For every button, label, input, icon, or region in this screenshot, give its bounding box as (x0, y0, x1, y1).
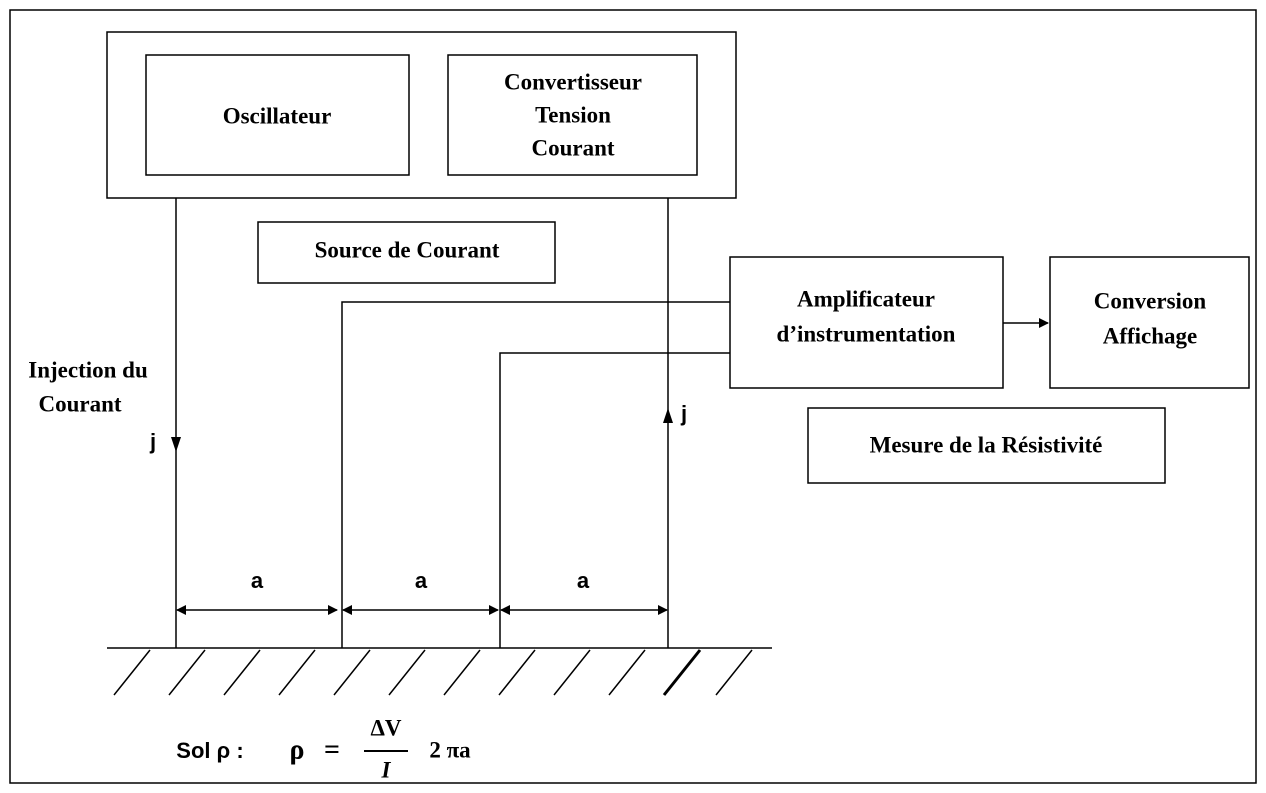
measurement-box (807, 407, 1166, 484)
current-source-box (257, 221, 556, 284)
oscillator-box (145, 54, 410, 176)
block-label: Conversion (1094, 288, 1207, 313)
spacing-label: a (415, 568, 428, 593)
display-box (1049, 256, 1250, 389)
injection-label: Injection du (28, 357, 148, 382)
spacing-label: a (251, 568, 264, 593)
block-label: Convertisseur (504, 69, 642, 94)
formula: ΔV (370, 715, 401, 740)
block-label: Tension (535, 102, 611, 127)
block-label: Courant (531, 135, 614, 160)
electrode (499, 352, 730, 648)
formula: I (381, 757, 392, 782)
current-label: j (680, 401, 687, 426)
injection-label: Courant (38, 391, 121, 416)
electrode (341, 301, 730, 648)
block-label: d’instrumentation (777, 321, 956, 346)
block-label: Oscillateur (223, 103, 332, 128)
formula: 2 πa (429, 737, 471, 762)
block-label: Source de Courant (315, 237, 500, 262)
current-arrow (663, 408, 673, 423)
formula: = (324, 734, 340, 765)
soil-label: Sol ρ : (176, 738, 243, 763)
converter-box (447, 54, 698, 176)
current-label: j (149, 429, 156, 454)
spacing-label: a (577, 568, 590, 593)
block-label: Amplificateur (797, 286, 935, 311)
formula: ρ (290, 734, 305, 765)
source-box (106, 31, 737, 199)
current-arrow (171, 437, 181, 452)
block-label: Mesure de la Résistivité (870, 432, 1103, 457)
ground-hatch (113, 649, 753, 696)
frame (9, 9, 1257, 784)
block-label: Affichage (1103, 323, 1198, 348)
